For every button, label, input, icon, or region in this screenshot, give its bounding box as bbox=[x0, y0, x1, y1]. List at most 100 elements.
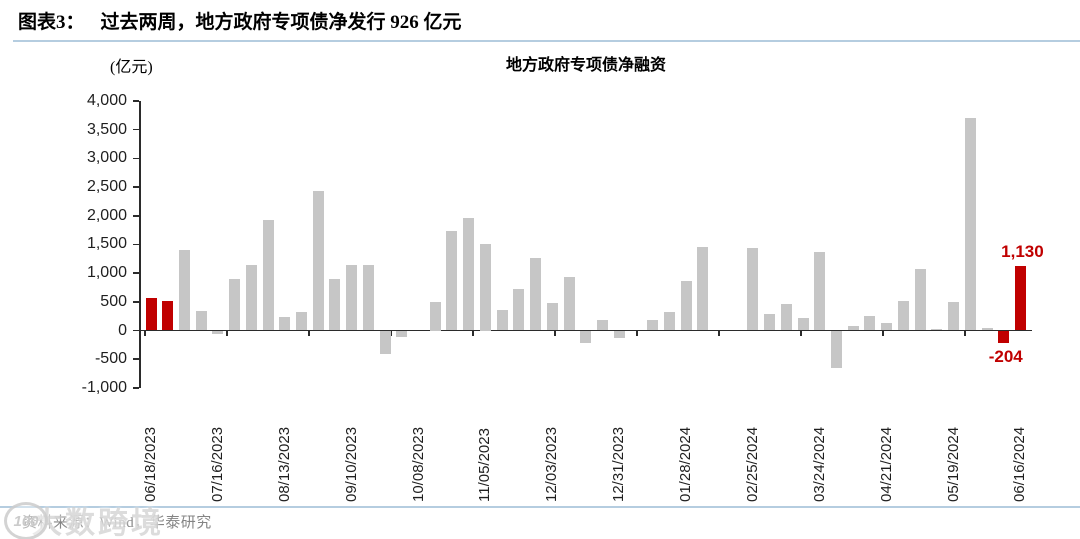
x-axis-label: 05/19/2024 bbox=[944, 426, 962, 502]
y-axis-tick bbox=[133, 243, 139, 246]
chart-title: 地方政府专项债净融资 bbox=[505, 57, 667, 74]
bar bbox=[346, 264, 358, 331]
y-axis-tick bbox=[133, 329, 139, 332]
bar bbox=[429, 301, 441, 331]
bar bbox=[764, 313, 776, 331]
bar bbox=[697, 247, 709, 331]
y-axis-tick bbox=[133, 387, 139, 389]
bar bbox=[178, 249, 190, 331]
bar bbox=[279, 317, 291, 331]
footer-divider bbox=[0, 506, 1080, 508]
bar bbox=[513, 288, 525, 331]
bar bbox=[931, 328, 943, 331]
figure-title-text: 过去两周，地方政府专项债净发行 926 亿元 bbox=[100, 12, 462, 33]
y-axis-tick bbox=[133, 214, 139, 217]
bar bbox=[647, 319, 659, 331]
title-divider bbox=[13, 40, 1080, 42]
watermark-text: 大数跨境 bbox=[32, 507, 164, 539]
bar bbox=[596, 319, 608, 331]
x-axis-tick bbox=[226, 330, 228, 336]
x-axis-line bbox=[139, 329, 1032, 332]
x-axis-tick bbox=[718, 330, 720, 336]
x-axis-tick bbox=[800, 330, 802, 336]
x-axis-tick bbox=[144, 330, 146, 336]
y-axis-tick bbox=[133, 358, 139, 360]
x-axis-tick bbox=[390, 330, 392, 336]
bar bbox=[663, 311, 675, 331]
bar bbox=[680, 280, 692, 331]
x-axis-tick bbox=[636, 330, 638, 336]
bar bbox=[563, 277, 575, 331]
bar bbox=[881, 323, 893, 331]
bar bbox=[463, 218, 475, 331]
bar bbox=[446, 230, 458, 331]
bar bbox=[245, 264, 257, 331]
x-axis-label: 11/05/2023 bbox=[476, 428, 494, 502]
x-axis-tick bbox=[964, 330, 966, 336]
y-axis-tick-label: 0 bbox=[118, 321, 127, 339]
bar bbox=[295, 311, 307, 331]
bar bbox=[145, 298, 157, 331]
bar bbox=[797, 317, 809, 331]
bar bbox=[262, 220, 274, 331]
x-axis-label: 07/16/2023 bbox=[208, 426, 226, 502]
bar bbox=[814, 251, 826, 331]
bar bbox=[747, 248, 759, 331]
y-axis-tick bbox=[133, 128, 139, 131]
x-axis-label: 08/13/2023 bbox=[275, 426, 293, 502]
x-axis-label: 06/16/2024 bbox=[1011, 426, 1029, 502]
y-axis-tick-label: 1,500 bbox=[86, 235, 127, 253]
y-axis-tick bbox=[133, 186, 139, 188]
bar bbox=[914, 269, 926, 331]
y-axis-tick-label: 1,000 bbox=[86, 264, 127, 282]
bar bbox=[964, 117, 976, 331]
bar bbox=[329, 279, 341, 331]
x-axis-label: 03/24/2024 bbox=[810, 426, 828, 502]
bar bbox=[362, 264, 374, 331]
x-axis-label: 12/31/2023 bbox=[610, 426, 628, 502]
bar bbox=[847, 325, 859, 331]
x-axis-label: 09/10/2023 bbox=[342, 426, 360, 502]
y-axis-tick-label: -500 bbox=[94, 350, 127, 368]
y-axis-tick-label: -1,000 bbox=[81, 378, 127, 396]
bar bbox=[981, 327, 993, 331]
bar-value-label: -204 bbox=[988, 347, 1023, 367]
bar bbox=[864, 315, 876, 331]
bar bbox=[780, 304, 792, 331]
y-axis-line bbox=[139, 101, 141, 388]
x-axis-label: 04/21/2024 bbox=[877, 426, 895, 502]
figure-title: 图表3： 过去两周，地方政府专项债净发行 926 亿元 bbox=[18, 7, 462, 34]
y-axis-tick-label: 2,000 bbox=[86, 206, 127, 224]
bar bbox=[530, 257, 542, 331]
bar bbox=[229, 279, 241, 331]
x-axis-label: 12/03/2023 bbox=[543, 426, 561, 502]
bar bbox=[379, 331, 391, 355]
bar bbox=[998, 331, 1010, 344]
y-axis-tick bbox=[133, 100, 139, 102]
bar-value-label: 1,130 bbox=[1001, 241, 1044, 261]
y-axis-unit-label: (亿元) bbox=[110, 59, 153, 76]
y-axis-tick-label: 2,500 bbox=[86, 178, 127, 196]
y-axis-tick-label: 3,500 bbox=[86, 120, 127, 138]
bar bbox=[897, 300, 909, 331]
bar bbox=[212, 331, 224, 334]
x-axis-tick bbox=[554, 330, 556, 336]
y-axis-tick bbox=[133, 301, 139, 303]
x-axis-tick bbox=[882, 330, 884, 336]
x-axis-label: 01/28/2024 bbox=[677, 426, 695, 502]
bar bbox=[831, 331, 843, 368]
bar bbox=[195, 310, 207, 331]
y-axis-tick-label: 4,000 bbox=[86, 92, 127, 109]
x-axis-label: 06/18/2023 bbox=[142, 426, 159, 502]
y-axis-tick bbox=[133, 272, 139, 274]
x-axis-label: 02/25/2024 bbox=[743, 426, 761, 502]
figure-title-prefix: 图表3： bbox=[18, 12, 85, 33]
bar bbox=[162, 300, 174, 331]
bar bbox=[546, 302, 558, 331]
y-axis-tick bbox=[133, 157, 139, 160]
bar bbox=[613, 331, 625, 338]
bar bbox=[496, 310, 508, 331]
x-axis-tick bbox=[472, 330, 474, 336]
bar bbox=[479, 244, 491, 331]
